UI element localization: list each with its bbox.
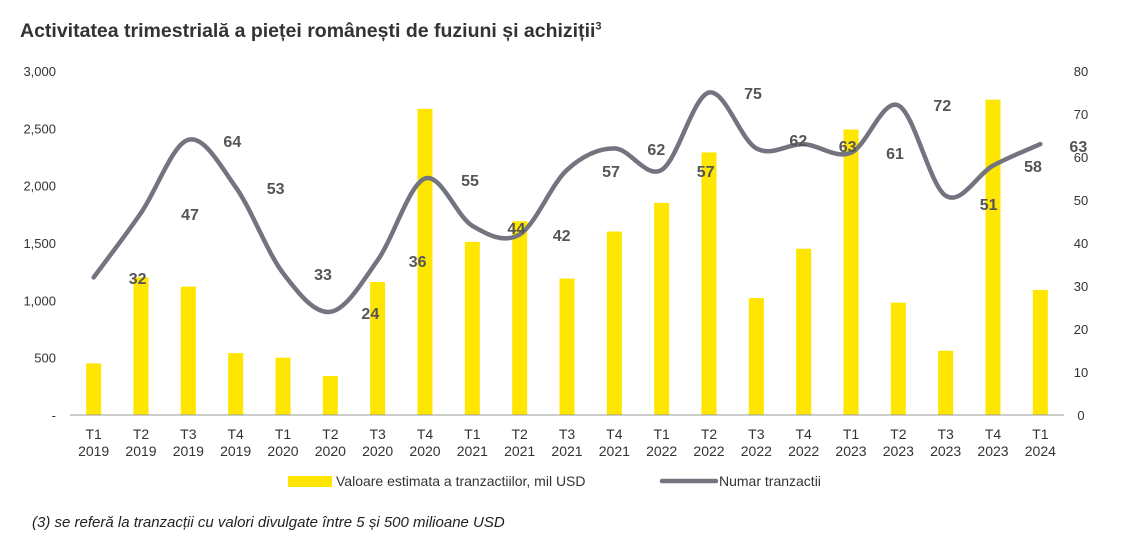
bar [701, 152, 717, 415]
x-axis-tick-label: T1 2022 [646, 426, 677, 459]
bar-series [86, 99, 1048, 416]
line-data-label: 75 [744, 86, 762, 103]
bar [370, 281, 386, 415]
bar [180, 286, 196, 415]
x-axis-tick-label: T1 2021 [457, 426, 488, 459]
right-axis-tick-label: 40 [1074, 236, 1088, 251]
right-axis-tick-label: 10 [1074, 365, 1088, 380]
bar [1032, 290, 1048, 415]
x-axis-tick-label: T2 2020 [315, 426, 346, 459]
x-axis-tick-label: T1 2024 [1025, 426, 1056, 459]
footnote: (3) se referă la tranzacții cu valori di… [32, 514, 505, 531]
line-data-label: 32 [129, 271, 147, 288]
line-data-label: 61 [886, 146, 904, 163]
bar [890, 302, 906, 415]
line-series [91, 90, 1043, 315]
x-axis-tick-label: T3 2020 [362, 426, 393, 459]
line-data-label: 24 [361, 306, 379, 323]
line-data-label: 64 [223, 134, 241, 151]
line-data-label: 62 [789, 133, 807, 150]
right-axis-tick-label: 50 [1074, 193, 1088, 208]
x-axis-tick-label: T2 2022 [693, 426, 724, 459]
bar [464, 241, 480, 415]
x-axis-tick-label: T4 2023 [977, 426, 1008, 459]
x-axis-tick-label: T1 2023 [835, 426, 866, 459]
bar [133, 277, 149, 415]
x-axis-tick-label: T3 2023 [930, 426, 961, 459]
legend: Valoare estimata a tranzactiilor, mil US… [288, 473, 821, 489]
legend-line-label: Numar tranzactii [719, 473, 821, 489]
chart-title: Activitatea trimestrială a pieței române… [20, 20, 602, 43]
line-data-label: 36 [409, 254, 427, 271]
left-axis-tick-label: 2,000 [23, 179, 56, 194]
bar [843, 129, 859, 416]
bar [512, 221, 528, 415]
line-data-label: 63 [839, 139, 857, 156]
line-data-label: 53 [267, 181, 285, 198]
bar [322, 376, 338, 415]
line-data-label: 33 [314, 267, 332, 284]
left-axis-tick-label: 1,000 [23, 293, 56, 308]
x-axis-tick-label: T1 2019 [78, 426, 109, 459]
bar [606, 231, 622, 415]
left-axis-tick-label: 1,500 [23, 236, 56, 251]
x-axis-tick-label: T4 2019 [220, 426, 251, 459]
x-axis-tick-label: T3 2022 [741, 426, 772, 459]
x-axis-tick-label: T3 2021 [551, 426, 582, 459]
line-data-label: 57 [602, 164, 620, 181]
line-data-label: 51 [980, 197, 998, 214]
chart-title-footnote-ref: 3 [595, 20, 602, 33]
legend-bar-label: Valoare estimata a tranzactiilor, mil US… [336, 473, 586, 489]
bar [559, 278, 575, 415]
x-axis-ticks: T1 2019 T2 2019 T3 2019 T4 2019 T1 2020 T2 2020 T3 20… [78, 426, 1056, 459]
right-axis-tick-label: 0 [1077, 408, 1084, 423]
bar [275, 357, 291, 415]
x-axis-tick-label: T4 2021 [599, 426, 630, 459]
x-axis-tick-label: T2 2019 [125, 426, 156, 459]
line-data-label: 58 [1024, 159, 1042, 176]
line-data-label: 72 [933, 98, 951, 115]
bar [228, 353, 244, 415]
x-axis-tick-label: T4 2020 [409, 426, 440, 459]
line-data-label: 44 [507, 221, 525, 238]
x-axis-tick-label: T2 2021 [504, 426, 535, 459]
left-axis-tick-label: 3,000 [23, 64, 56, 79]
left-axis-ticks: - 500 1,000 1,500 2,000 2,500 3,000 [23, 64, 56, 423]
right-axis-tick-label: 60 [1074, 150, 1088, 165]
bar [654, 202, 670, 415]
line-data-label: 42 [553, 228, 571, 245]
bar [748, 298, 764, 415]
bar [86, 363, 102, 415]
x-axis-tick-label: T1 2020 [267, 426, 298, 459]
bar [796, 248, 812, 415]
right-axis-tick-label: 20 [1074, 322, 1088, 337]
line-data-label: 47 [181, 207, 199, 224]
bar [985, 99, 1001, 416]
chart-title-text: Activitatea trimestrială a pieței române… [20, 20, 596, 42]
bar [938, 350, 954, 415]
right-axis-tick-label: 80 [1074, 64, 1088, 79]
line-data-labels: 32 47 64 53 33 24 36 55 44 42 57 62 57 75 62 63 61 72 51 58… [129, 86, 1088, 323]
right-axis-tick-label: 30 [1074, 279, 1088, 294]
line-numar-tranzactii [91, 90, 1043, 315]
left-axis-tick-label: - [52, 408, 56, 423]
line-data-label: 55 [461, 173, 479, 190]
x-axis-tick-label: T3 2019 [173, 426, 204, 459]
x-axis-tick-label: T4 2022 [788, 426, 819, 459]
legend-bar-swatch [288, 476, 332, 487]
right-axis-ticks: 0 10 20 30 40 50 60 70 80 [1074, 64, 1088, 423]
line-data-label: 57 [697, 164, 715, 181]
bar [417, 108, 433, 415]
line-data-label: 63 [1069, 139, 1087, 156]
line-data-label: 62 [647, 142, 665, 159]
left-axis-tick-label: 500 [34, 351, 56, 366]
right-axis-tick-label: 70 [1074, 107, 1088, 122]
x-axis-tick-label: T2 2023 [883, 426, 914, 459]
left-axis-tick-label: 2,500 [23, 121, 56, 136]
